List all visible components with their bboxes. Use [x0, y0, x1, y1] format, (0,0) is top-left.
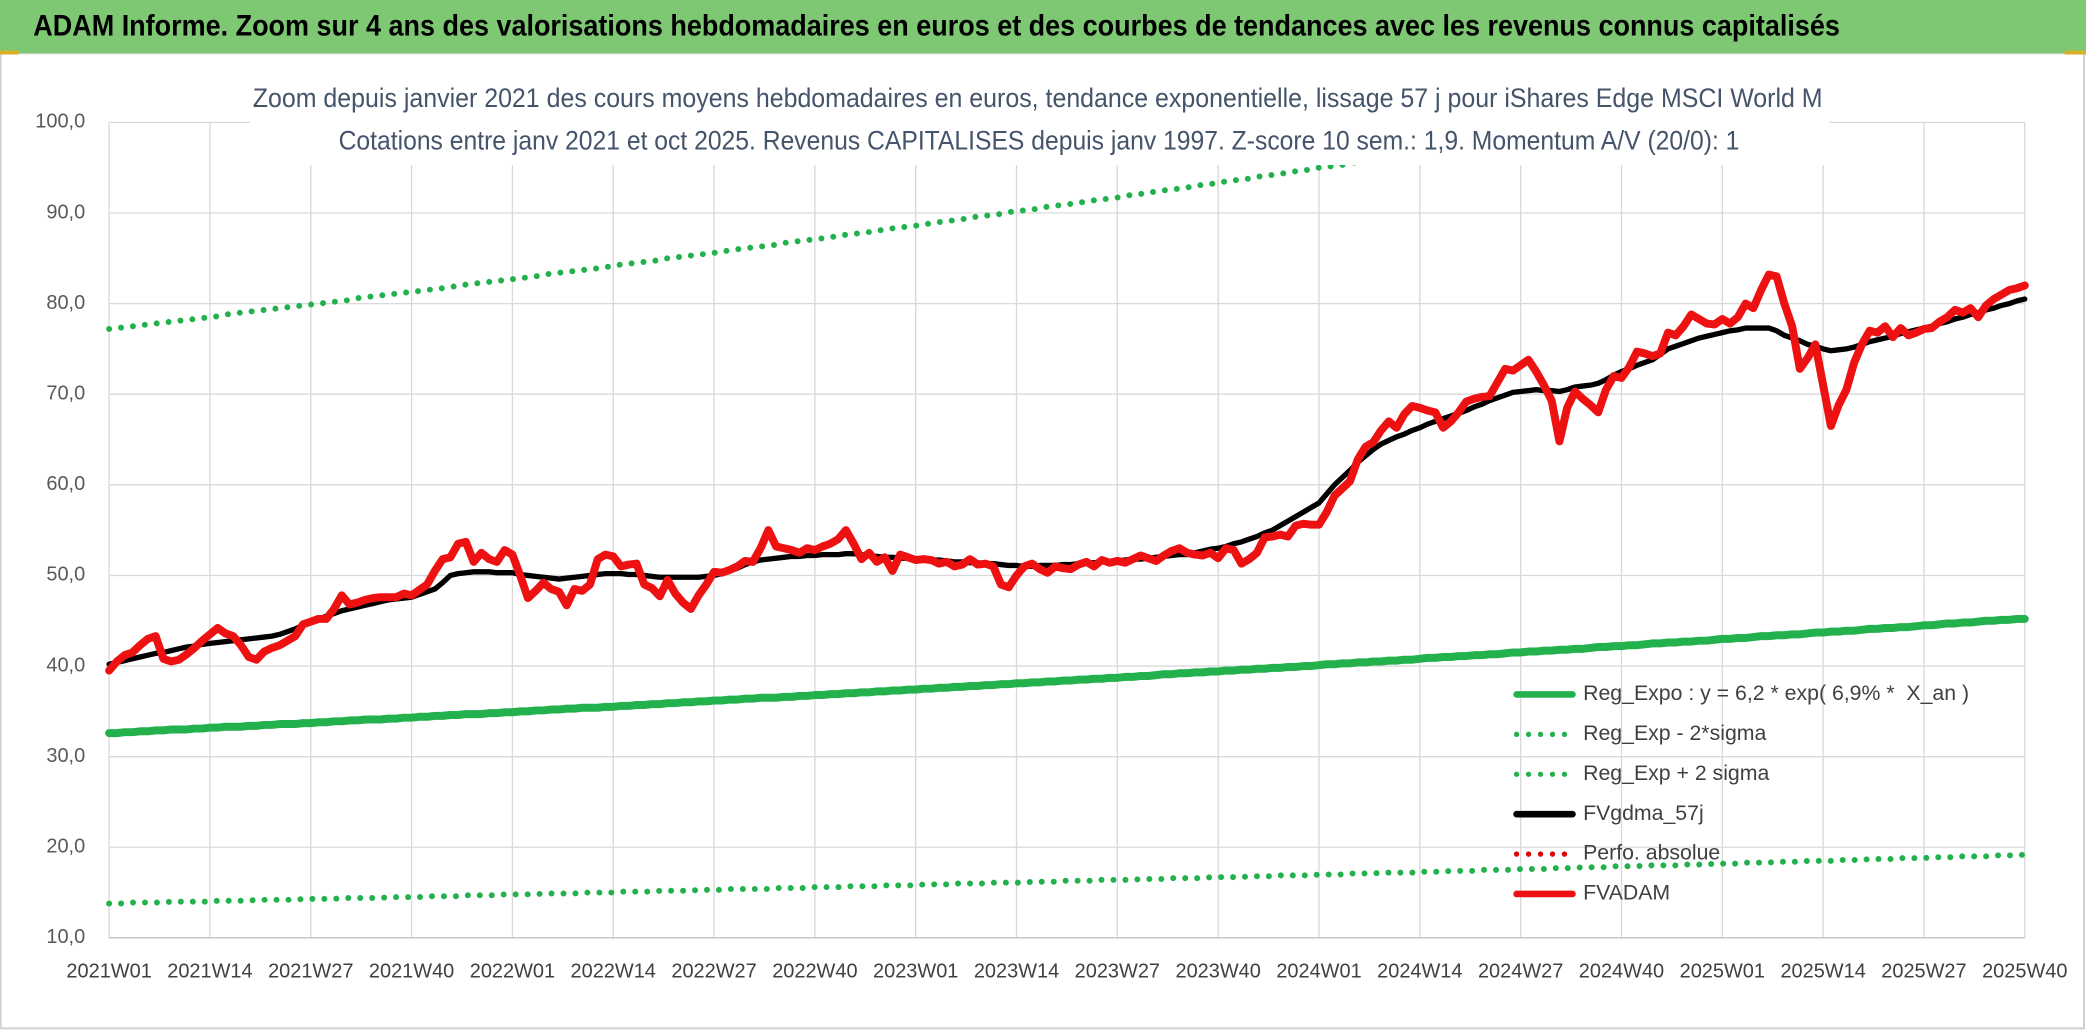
x-tick-label: 2023W40	[1176, 961, 1261, 983]
banner-corner	[2064, 50, 2086, 55]
x-tick-label: 2025W27	[1881, 961, 1966, 983]
y-tick-label: 10,0	[46, 926, 85, 948]
subtitle-box	[250, 77, 1830, 165]
x-tick-label: 2024W40	[1579, 961, 1664, 983]
x-tick-label: 2023W01	[873, 961, 958, 983]
chart-subtitle: Zoom depuis janvier 2021 des cours moyen…	[253, 83, 1823, 113]
legend-label: FVgdma_57j	[1583, 801, 1704, 825]
x-tick-label: 2021W27	[268, 961, 353, 983]
legend: Reg_Expo : y = 6,2 * exp( 6,9% * X_an ) R…	[1513, 681, 1969, 905]
x-tick-label: 2025W14	[1780, 961, 1865, 983]
x-tick-label: 2022W27	[671, 961, 756, 983]
y-tick-label: 100,0	[35, 111, 85, 133]
y-tick-label: 60,0	[46, 473, 85, 495]
plot-area	[105, 122, 2029, 907]
legend-label: FVADAM	[1583, 881, 1670, 905]
x-tick-label: 2021W40	[369, 961, 454, 983]
y-tick-label: 90,0	[46, 201, 85, 223]
y-tick-label: 40,0	[46, 654, 85, 676]
series-line	[106, 296, 2028, 667]
x-tick-label: 2025W40	[1982, 961, 2067, 983]
x-tick-label: 2023W27	[1075, 961, 1160, 983]
title-banner	[0, 0, 2086, 54]
legend-label: Reg_Exp + 2 sigma	[1583, 761, 1769, 785]
y-tick-label: 50,0	[46, 564, 85, 586]
x-tick-label: 2021W14	[167, 961, 252, 983]
x-tick-label: 2021W01	[66, 961, 151, 983]
legend-label: Reg_Exp - 2*sigma	[1583, 721, 1766, 745]
series-line	[105, 614, 2029, 738]
chart-subtitle: Cotations entre janv 2021 et oct 2025. R…	[339, 125, 1740, 155]
x-tick-label: 2022W14	[571, 961, 656, 983]
series-line	[106, 122, 1640, 332]
chart-title: ADAM Informe. Zoom sur 4 ans des valoris…	[33, 11, 1840, 43]
x-tick-label: 2024W14	[1377, 961, 1462, 983]
x-tick-label: 2022W40	[772, 961, 857, 983]
banner-corner	[0, 50, 19, 55]
y-tick-label: 20,0	[46, 836, 85, 858]
y-tick-label: 30,0	[46, 745, 85, 767]
x-tick-label: 2024W01	[1276, 961, 1361, 983]
legend-label: Reg_Expo : y = 6,2 * exp( 6,9% * X_an )	[1583, 681, 1969, 705]
series-line	[106, 851, 2028, 907]
x-tick-label: 2023W14	[974, 961, 1059, 983]
x-tick-label: 2024W27	[1478, 961, 1563, 983]
y-tick-label: 80,0	[46, 292, 85, 314]
legend-label: Perfo. absolue	[1583, 841, 1720, 865]
x-tick-label: 2025W01	[1680, 961, 1765, 983]
x-tick-label: 2022W01	[470, 961, 555, 983]
series-line	[105, 270, 2029, 675]
axes: 10,0 20,0 30,0 40,0 50,0 60,0 70,0 80,0 90,0 100,…	[35, 111, 2067, 983]
y-tick-label: 70,0	[46, 382, 85, 404]
